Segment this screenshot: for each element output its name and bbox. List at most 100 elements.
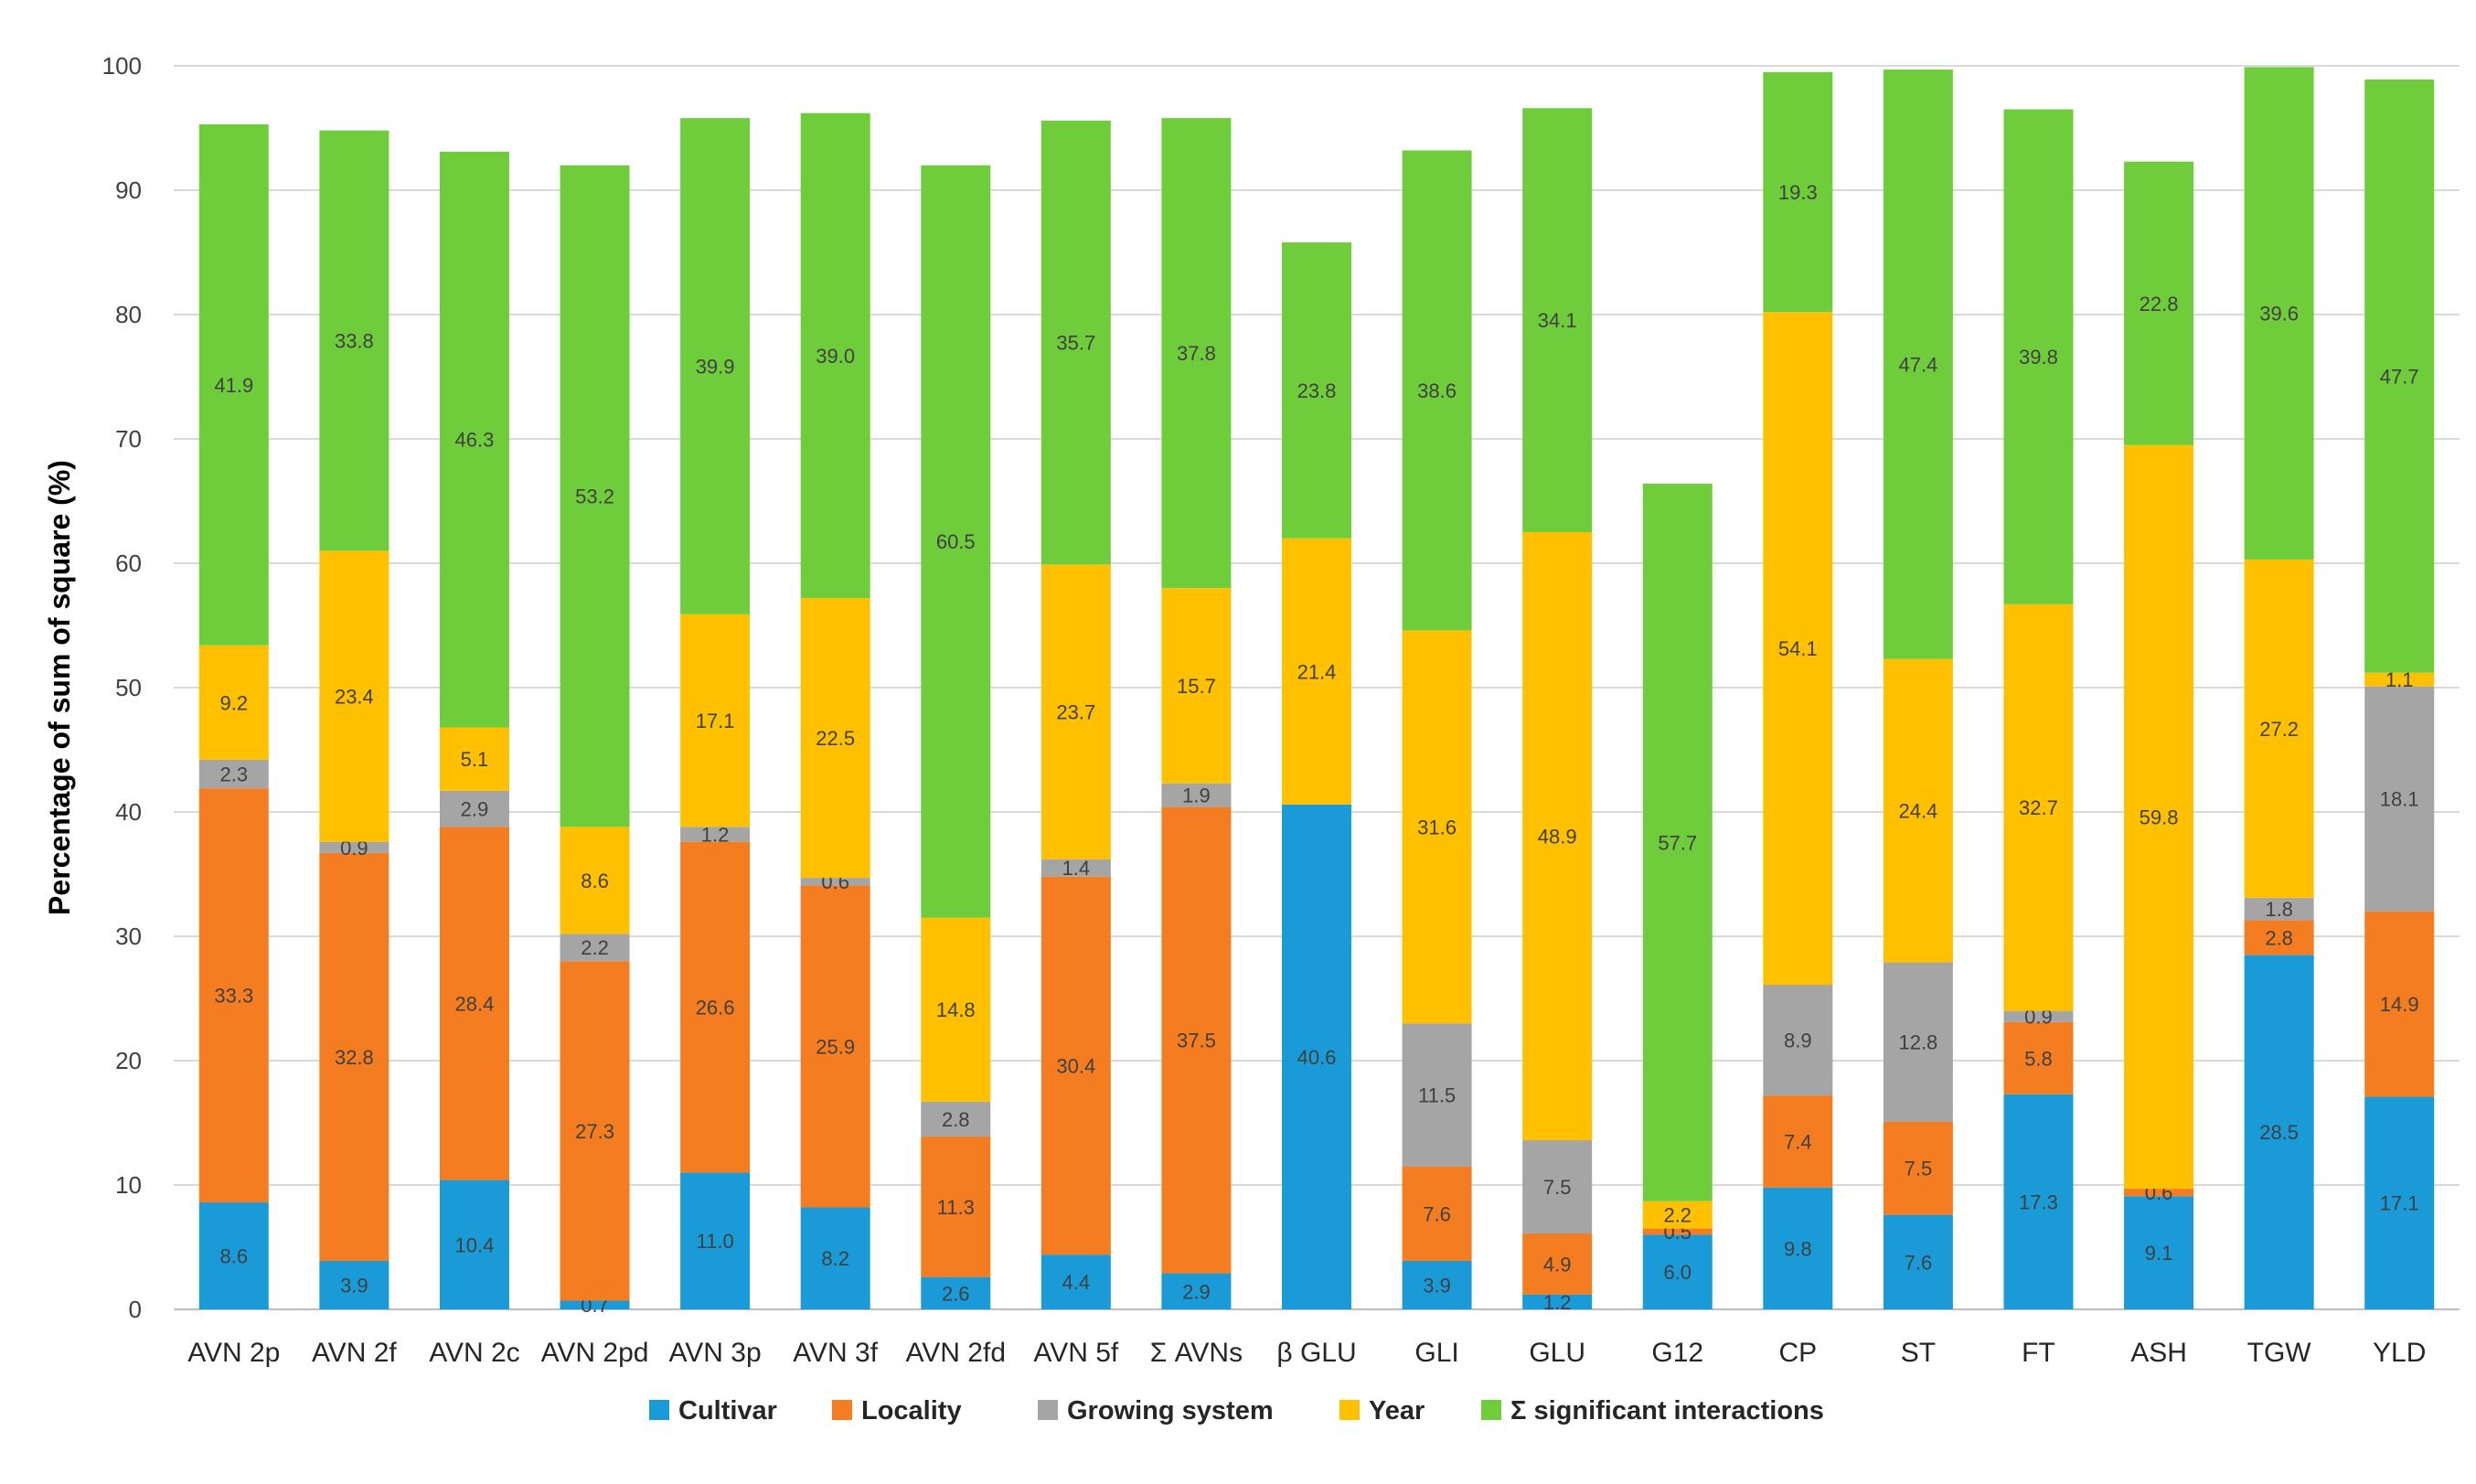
bar-segment bbox=[1402, 1166, 1472, 1261]
bar-ST: 7.6 7.5 12.8 24.4 47.4 bbox=[1883, 69, 1953, 1309]
bar-segment bbox=[1763, 71, 1833, 313]
y-tick-label-0: 0 bbox=[129, 1296, 142, 1323]
bar-segment bbox=[439, 151, 509, 728]
bar-segment bbox=[680, 614, 751, 827]
data-label: 7.6 bbox=[1905, 1251, 1933, 1274]
data-label: 2.9 bbox=[461, 798, 489, 821]
data-label: 2.3 bbox=[219, 763, 248, 786]
data-label: 53.2 bbox=[575, 486, 614, 508]
bar-AVN 2p: 8.6 33.3 2.3 9.2 41.9 bbox=[198, 123, 269, 1309]
legend: Cultivar Locality Growing system Year Σ sign… bbox=[649, 1396, 1824, 1425]
bar-segment bbox=[800, 598, 870, 879]
bar-segment bbox=[1161, 118, 1232, 589]
bar-segment bbox=[1041, 1254, 1111, 1309]
data-label: 57.7 bbox=[1658, 831, 1697, 854]
bar-segment bbox=[560, 961, 630, 1301]
x-axis-categories: AVN 2p AVN 2f AVN 2c AVN 2pd AVN 3p AVN 3f AVN… bbox=[187, 1338, 2426, 1368]
bar-segment bbox=[198, 788, 269, 1203]
data-label: 21.4 bbox=[1297, 660, 1337, 683]
data-label: 17.1 bbox=[696, 710, 735, 732]
data-label: 47.4 bbox=[1898, 353, 1937, 376]
data-label: 23.4 bbox=[335, 686, 374, 709]
bar-segment bbox=[319, 130, 390, 551]
bar-segment bbox=[1282, 538, 1351, 805]
bar-segment bbox=[2003, 109, 2074, 604]
x-tick-label: AVN 2c bbox=[429, 1338, 519, 1368]
data-label: 4.9 bbox=[1543, 1253, 1572, 1276]
bar-AVN 5f: 4.4 30.4 1.4 23.7 35.7 bbox=[1041, 120, 1111, 1309]
data-label: 7.5 bbox=[1905, 1158, 1933, 1180]
data-label: 39.8 bbox=[2019, 346, 2058, 368]
bar-segment bbox=[2244, 559, 2314, 898]
data-label: 12.8 bbox=[1898, 1031, 1937, 1054]
bar-segment bbox=[1883, 1214, 1953, 1309]
x-tick-label: Σ AVNs bbox=[1150, 1338, 1243, 1368]
bar-AVN 2c: 10.4 28.4 2.9 5.1 46.3 bbox=[439, 151, 509, 1309]
bar-segment bbox=[1522, 1294, 1593, 1309]
data-label: 8.9 bbox=[1784, 1030, 1812, 1052]
data-label: 37.5 bbox=[1177, 1030, 1216, 1052]
bar-segment bbox=[560, 165, 630, 827]
data-label: 17.3 bbox=[2019, 1190, 2058, 1213]
bar-segment bbox=[319, 550, 390, 842]
y-tick-label-50: 50 bbox=[115, 674, 142, 701]
bar-segment bbox=[319, 852, 390, 1261]
y-tick-label-90: 90 bbox=[115, 176, 142, 204]
bar-GLI: 3.9 7.6 11.5 31.6 38.6 bbox=[1402, 150, 1472, 1309]
bar-segment bbox=[1041, 859, 1111, 877]
bar-β GLU: 40.6 21.4 23.8 bbox=[1282, 242, 1351, 1309]
bar-segment bbox=[1402, 1260, 1472, 1309]
bar-segment bbox=[439, 727, 509, 791]
legend-label: Locality bbox=[861, 1396, 962, 1425]
data-label: 25.9 bbox=[816, 1035, 855, 1058]
bar-segment bbox=[198, 123, 269, 646]
data-label: 37.8 bbox=[1177, 342, 1216, 365]
bar-segment bbox=[800, 1207, 870, 1309]
bar-segment bbox=[560, 1300, 630, 1309]
bar-segment bbox=[319, 1260, 390, 1309]
data-label: 7.5 bbox=[1543, 1176, 1572, 1199]
bar-segment bbox=[1161, 806, 1232, 1274]
bar-segment bbox=[680, 827, 751, 842]
bar-segment bbox=[560, 827, 630, 934]
bar-segment bbox=[1763, 312, 1833, 986]
data-label: 32.7 bbox=[2019, 796, 2058, 819]
data-label: 18.1 bbox=[2380, 788, 2419, 811]
data-label: 23.8 bbox=[1297, 379, 1337, 402]
bar-segment bbox=[439, 790, 509, 827]
data-label: 33.8 bbox=[335, 330, 374, 353]
bar-segment bbox=[1522, 108, 1593, 533]
data-label: 30.4 bbox=[1056, 1054, 1095, 1077]
bar-G12: 6.00.52.257.7 bbox=[1642, 483, 1713, 1309]
legend-label: Growing system bbox=[1067, 1396, 1274, 1425]
bar-segment bbox=[921, 917, 991, 1102]
data-label: 40.6 bbox=[1297, 1046, 1337, 1069]
data-label: 39.0 bbox=[816, 345, 855, 368]
data-label: 41.9 bbox=[214, 374, 253, 397]
y-tick-label-40: 40 bbox=[115, 798, 142, 826]
bar-segment bbox=[680, 1172, 751, 1309]
data-label: 32.8 bbox=[335, 1046, 374, 1069]
bar-segment bbox=[1402, 630, 1472, 1024]
bar-segment bbox=[680, 841, 751, 1173]
data-label: 46.3 bbox=[455, 429, 495, 452]
bar-segment bbox=[1282, 242, 1351, 539]
data-label: 31.6 bbox=[1417, 816, 1457, 838]
data-label: 2.2 bbox=[1663, 1204, 1692, 1227]
bar-segment bbox=[1763, 1095, 1833, 1188]
bar-segment bbox=[1041, 564, 1111, 859]
y-tick-label-80: 80 bbox=[115, 301, 142, 328]
bars: 8.633.32.39.241.93.932.80.923.433.810.42… bbox=[198, 67, 2435, 1317]
data-label: 22.5 bbox=[816, 727, 855, 750]
x-tick-label: AVN 2pd bbox=[541, 1338, 649, 1368]
bar-segment bbox=[1282, 804, 1351, 1309]
legend-swatch bbox=[1038, 1400, 1058, 1420]
bar-segment bbox=[198, 759, 269, 789]
bar-segment bbox=[1041, 120, 1111, 565]
legend-swatch bbox=[649, 1400, 669, 1420]
data-label: 3.9 bbox=[1423, 1274, 1451, 1297]
bar-GLU: 1.2 4.9 7.5 48.9 34.1 bbox=[1522, 108, 1593, 1314]
data-label: 27.2 bbox=[2259, 718, 2299, 741]
data-label: 11.5 bbox=[1418, 1084, 1456, 1106]
